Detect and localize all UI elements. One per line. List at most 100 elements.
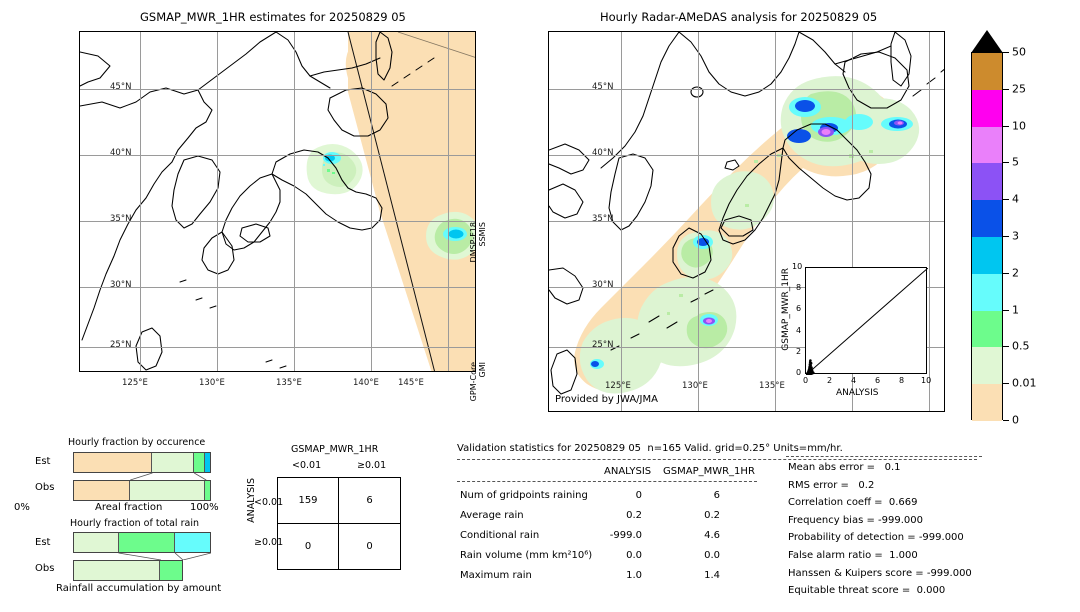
scatter-ytick-10: 10 [792,262,803,271]
scatter-points-layer [806,268,928,375]
left-lon-label-125E: 125°E [122,378,148,388]
right-lon-label-125E: 125°E [605,381,631,391]
colorbar-tick-4 [1003,199,1009,201]
left-gridline-25N [80,347,475,348]
left-gridline-140E [371,32,372,371]
left-map-panel [79,31,476,372]
jwa-jma-credit: Provided by JWA/JMA [555,394,658,405]
validation-row-analysis-value: 0.0 [626,550,642,561]
bar-segment-1 [118,533,175,552]
occurrence-chart-title: Hourly fraction by occurence [68,437,206,448]
scatter-point [809,359,812,362]
bar-segment-3 [205,453,210,472]
colorbar-label-50: 50 [1012,45,1026,59]
scatter-xtick-8: 8 [899,376,905,385]
colorbar-band-9 [972,384,1002,421]
colorbar-tick-2 [1003,272,1009,274]
sensor-label-ssmis: SSMIS [478,222,487,247]
right-lat-label-40N: 40°N [592,148,614,158]
bar-segment-1 [152,453,194,472]
colorbar-band-3 [972,163,1002,201]
colorbar-tick-0.01 [1003,383,1009,385]
total-rain-chart-title: Hourly fraction of total rain [70,518,199,529]
validation-score-line: Mean abs error = 0.1 [788,462,901,473]
left-lon-label-140E: 140°E [353,378,379,388]
colorbar-band-0 [972,53,1002,90]
colorbar-labels: 50 25 10 5 4 3 2 1 0.5 0.01 0 [1003,46,1073,427]
validation-row-label: Average rain [460,510,524,521]
contingency-row-header-ge: ≥0.01 [254,537,284,548]
left-map-coastlines [80,32,435,371]
colorbar-label-0.5: 0.5 [1012,339,1030,353]
left-lat-label-35N: 35°N [110,214,132,224]
left-gridline-40N [80,155,475,156]
scatter-xtick-10: 10 [921,376,932,385]
scatter-point [810,366,813,369]
colorbar-label-2: 2 [1012,266,1019,280]
colorbar-tick-0 [1003,420,1009,421]
scatter-point [807,371,810,375]
total-rain-row-label-obs: Obs [35,563,55,574]
sensor-label-dmsp-f18: DMSP-F18 [469,222,478,263]
scatter-yaxis-label: GSMAP_MWR_1HR [781,268,791,351]
colorbar-band-6 [972,273,1002,311]
validation-row-analysis-value: 1.0 [626,570,642,581]
scatter-ytick-6: 6 [796,304,802,313]
validation-row-gsmap-value: 6 [713,490,720,501]
occurrence-row-label-obs: Obs [35,482,55,493]
colorbar-tick-3 [1003,236,1009,237]
left-precip-field [306,32,475,371]
right-lon-label-130E: 130°E [682,381,708,391]
scatter-xtick-6: 6 [875,376,881,385]
contingency-table: 159 6 0 0 [277,477,401,570]
left-gridline-45N [80,89,475,90]
scatter-xtick-2: 2 [827,376,833,385]
right-panel-title: Hourly Radar-AMeDAS analysis for 2025082… [600,10,878,24]
occurrence-row-label-est: Est [35,456,51,467]
left-map-canvas [80,32,475,371]
bar-segment-0 [74,561,161,580]
left-lon-label-130E: 130°E [199,378,225,388]
colorbar-label-5: 5 [1012,155,1019,169]
right-gridline-125E [621,32,622,411]
bar-segment-2 [174,533,210,552]
validation-score-line: Correlation coeff = 0.669 [788,497,918,509]
left-lon-label-135E: 135°E [276,378,302,388]
scatter-ytick-4: 4 [796,326,802,335]
contingency-col-header-ge: ≥0.01 [357,460,387,471]
total-rain-bar-est [73,532,211,553]
scatter-point [808,366,811,370]
sensor-label-gpm-core: GPM-Core [469,362,478,402]
validation-row-gsmap-value: 4.6 [704,530,720,541]
sensor-label-gmi: GMI [478,362,487,378]
left-gridline-145E [448,32,449,371]
bar-segment-1 [160,561,182,580]
scatter-xaxis-label: ANALYSIS [836,388,879,398]
contingency-row-header-lt: <0.01 [254,497,284,508]
right-gridline-40N [549,155,944,156]
validation-row-gsmap-value: 1.4 [704,570,720,581]
validation-score-line: RMS error = 0.2 [788,479,875,491]
colorbar-over-arrow [971,30,1003,53]
bar-segment-2 [205,481,210,500]
right-gridline-145E [929,32,930,411]
right-gridline-35N [549,221,944,222]
colorbar-band-1 [972,89,1002,127]
left-lon-label-145E: 145°E [398,378,424,388]
validation-row-label: Maximum rain [460,570,532,581]
colorbar-label-3: 3 [1012,229,1019,243]
scatter-xtick-0: 0 [803,376,809,385]
right-lon-label-135E: 135°E [759,381,785,391]
scatter-ytick-2: 2 [796,347,802,356]
contingency-cell-0-1: 6 [339,478,400,524]
colorbar-tick-5 [1003,162,1009,164]
contingency-cell-1-1: 0 [366,540,373,552]
right-lat-label-35N: 35°N [592,214,614,224]
colorbar-tick-10 [1003,125,1009,127]
validation-score-line: Frequency bias = -999.000 [788,514,923,526]
colorbar-tick-0.5 [1003,346,1009,348]
colorbar-band-4 [972,200,1002,237]
bar-segment-0 [74,453,153,472]
left-gridline-35N [80,221,475,222]
validation-row-gsmap-value: 0.2 [704,510,720,521]
